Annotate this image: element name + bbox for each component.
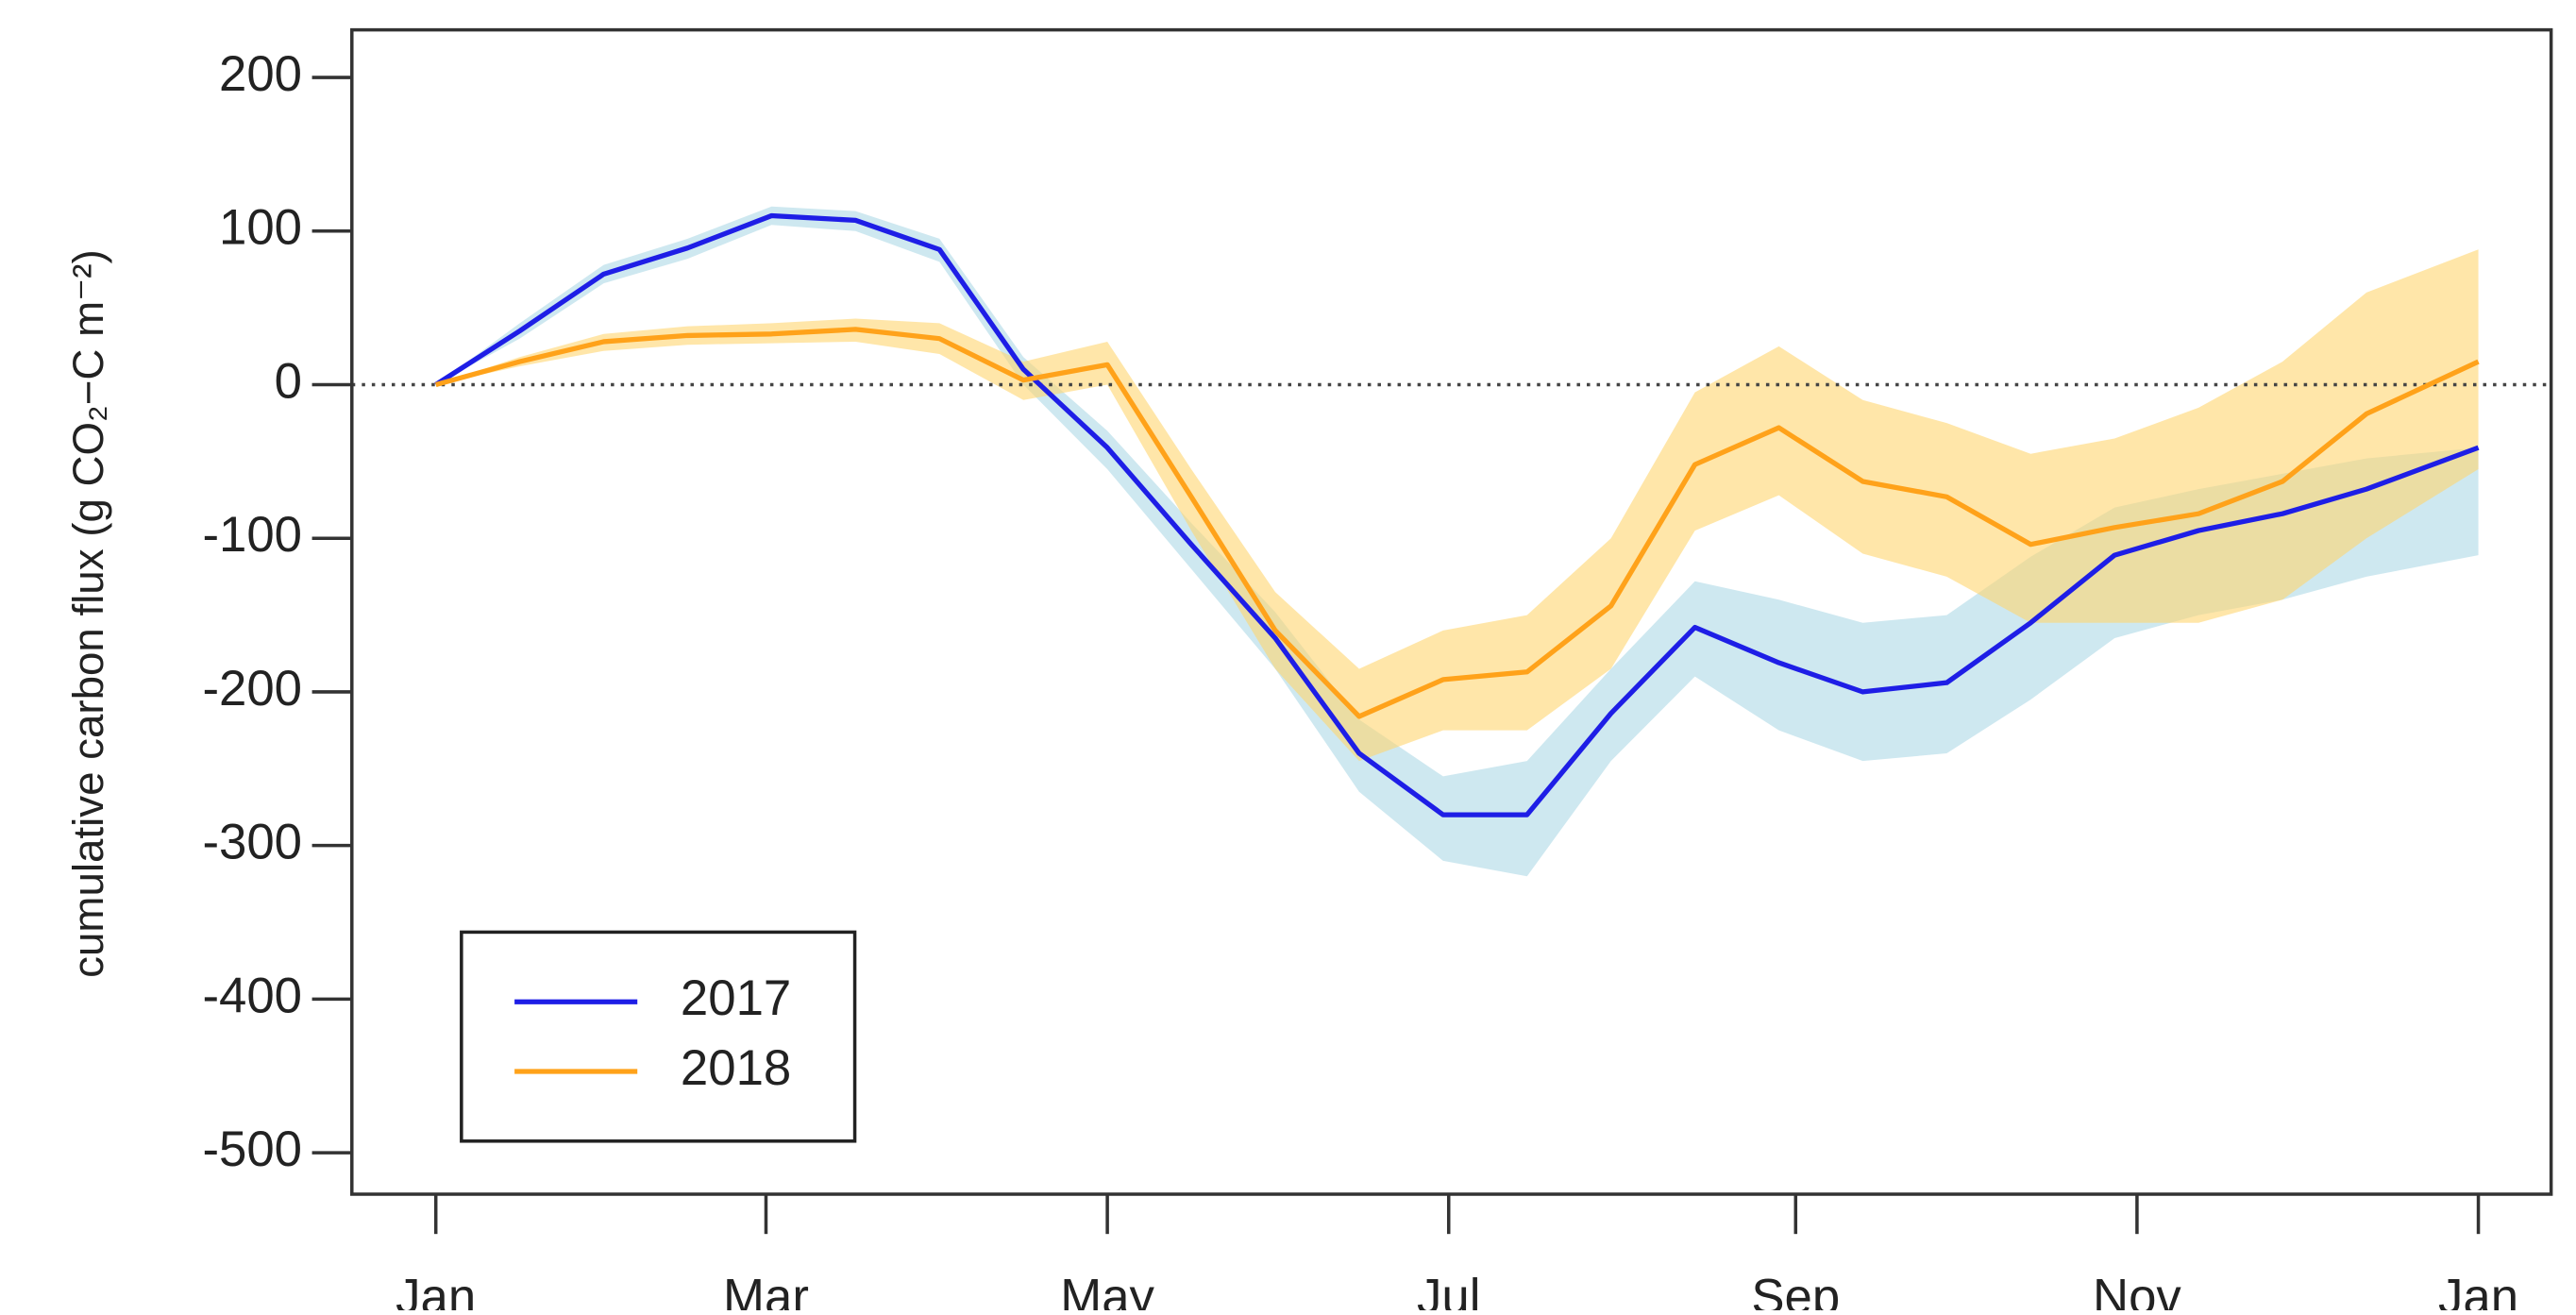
x-tick-label: Jul (1417, 1269, 1480, 1310)
y-tick-label: -300 (202, 815, 302, 870)
y-tick-label: -500 (202, 1121, 302, 1177)
confidence-band (435, 206, 2479, 877)
x-tick-label: Sep (1751, 1269, 1840, 1310)
y-tick-label: 0 (275, 353, 302, 409)
y-tick-label: 200 (219, 46, 302, 102)
x-tick-label: May (1060, 1269, 1154, 1310)
y-tick-label: -100 (202, 507, 302, 563)
x-tick-label: Jan (396, 1269, 476, 1310)
legend-label: 2017 (681, 970, 791, 1026)
y-tick-label: -400 (202, 968, 302, 1023)
series-line (434, 212, 2480, 818)
y-tick-label: 100 (219, 200, 302, 256)
x-tick-label: Jan (2438, 1269, 2518, 1310)
legend-box (460, 930, 857, 1143)
plot-frame (350, 27, 2553, 1196)
legend-label: 2018 (681, 1040, 791, 1096)
y-tick-label: -200 (202, 661, 302, 717)
confidence-band (435, 249, 2479, 762)
y-axis-label: cumulative carbon flux (g CO₂−C m⁻²) (64, 249, 112, 978)
series-line (435, 327, 2480, 719)
x-tick-label: Mar (723, 1269, 809, 1310)
x-tick-label: Nov (2093, 1269, 2181, 1310)
